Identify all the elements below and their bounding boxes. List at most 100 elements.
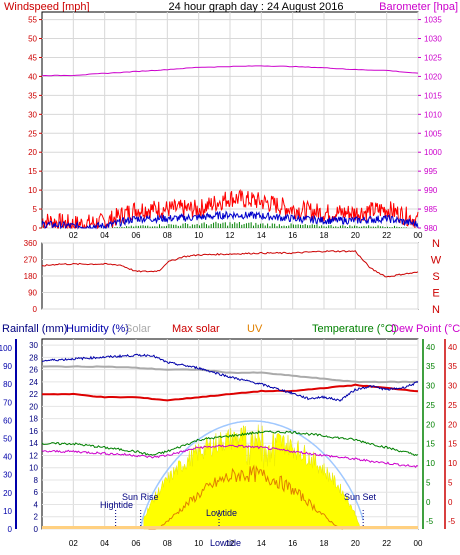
y-left-tick-label: 55 bbox=[28, 16, 37, 25]
humidity-tick-label: 80 bbox=[3, 380, 12, 389]
rain-tick-label: 16 bbox=[29, 427, 38, 436]
uv-label: UV bbox=[247, 323, 263, 335]
compass-label: N bbox=[432, 304, 440, 316]
y-left-tick-label: 0 bbox=[33, 224, 38, 233]
x-tick-label: 00 bbox=[414, 231, 423, 240]
barometer-label: Barometer [hpa] bbox=[379, 1, 458, 13]
y-left-tick-label: 25 bbox=[28, 129, 37, 138]
dewpoint-tick-label: 0 bbox=[448, 498, 453, 507]
lowtide-axis-annotation: Lowtide bbox=[210, 538, 241, 548]
y-right-tick-label: 995 bbox=[424, 167, 438, 176]
rain-tick-label: 14 bbox=[29, 439, 38, 448]
dewpoint-line bbox=[41, 444, 419, 468]
rain-tick-label: 30 bbox=[29, 341, 38, 350]
y-left-tick-label: 20 bbox=[28, 148, 37, 157]
y-left-tick-label: 45 bbox=[28, 53, 37, 62]
direction-tick-label: 180 bbox=[24, 272, 38, 281]
y-left-tick-label: 40 bbox=[28, 72, 37, 81]
rain-tick-label: 28 bbox=[29, 353, 38, 362]
humidity-tick-label: 100 bbox=[0, 344, 13, 353]
rain-tick-label: 20 bbox=[29, 402, 38, 411]
dewpoint-tick-label: 25 bbox=[448, 401, 457, 410]
y-right-tick-label: 1005 bbox=[424, 129, 442, 138]
rain-tick-label: 4 bbox=[34, 500, 39, 509]
sunrise-annotation: Sun Rise bbox=[122, 492, 159, 502]
y-right-tick-label: 1030 bbox=[424, 35, 442, 44]
rain-tick-label: 10 bbox=[29, 464, 38, 473]
x-tick-label: 08 bbox=[163, 231, 172, 240]
temperature-tick-label: 40 bbox=[426, 343, 435, 352]
rainfall-label: Rainfall (mm) bbox=[2, 323, 67, 335]
x-tick-label: 18 bbox=[320, 231, 329, 240]
rain-tick-label: 0 bbox=[34, 525, 39, 534]
dewpoint-tick-label: 20 bbox=[448, 420, 457, 429]
hightide-annotation: Hightide bbox=[100, 500, 133, 510]
x-tick-label: 14 bbox=[257, 539, 266, 548]
dewpoint-tick-label: 35 bbox=[448, 362, 457, 371]
humidity-tick-label: 60 bbox=[3, 416, 12, 425]
humidity-tick-label: 30 bbox=[3, 471, 12, 480]
x-tick-label: 16 bbox=[288, 231, 297, 240]
x-tick-label: 22 bbox=[382, 231, 391, 240]
compass-label: W bbox=[431, 255, 442, 267]
humidity-tick-label: 50 bbox=[3, 435, 12, 444]
y-right-tick-label: 1020 bbox=[424, 72, 442, 81]
humidity-label: Humidity (%) bbox=[66, 323, 129, 335]
humidity-tick-label: 10 bbox=[3, 507, 12, 516]
max-solar-line bbox=[139, 420, 364, 530]
y-left-tick-label: 10 bbox=[28, 186, 37, 195]
y-right-tick-label: 985 bbox=[424, 205, 438, 214]
y-left-tick-label: 30 bbox=[28, 110, 37, 119]
temperature-tick-label: 10 bbox=[426, 459, 435, 468]
compass-label: E bbox=[432, 288, 439, 300]
y-right-tick-label: 990 bbox=[424, 186, 438, 195]
rain-tick-label: 18 bbox=[29, 415, 38, 424]
uv-line bbox=[148, 464, 343, 530]
rain-tick-label: 26 bbox=[29, 366, 38, 375]
rain-tick-label: 12 bbox=[29, 451, 38, 460]
dewpoint-tick-label: 40 bbox=[448, 343, 457, 352]
x-tick-label: 10 bbox=[194, 231, 203, 240]
temperature-tick-label: 5 bbox=[426, 478, 431, 487]
direction-tick-label: 90 bbox=[28, 289, 37, 298]
humidity-tick-label: 40 bbox=[3, 453, 12, 462]
temperature-tick-label: 0 bbox=[426, 498, 431, 507]
y-left-tick-label: 50 bbox=[28, 35, 37, 44]
y-left-tick-label: 15 bbox=[28, 167, 37, 176]
sunset-annotation: Sun Set bbox=[344, 492, 377, 502]
x-tick-label: 04 bbox=[100, 539, 109, 548]
x-tick-label: 00 bbox=[414, 539, 423, 548]
x-tick-label: 12 bbox=[226, 539, 235, 548]
windspeed-label: Windspeed [mph] bbox=[4, 1, 90, 13]
temperature-label: Temperature (°C) bbox=[312, 323, 396, 335]
temperature-tick-label: 25 bbox=[426, 401, 435, 410]
x-tick-label: 14 bbox=[257, 231, 266, 240]
rain-tick-label: 24 bbox=[29, 378, 38, 387]
grey-line bbox=[42, 365, 419, 384]
direction-line bbox=[41, 250, 419, 278]
y-left-tick-label: 5 bbox=[33, 205, 38, 214]
chart-title: 24 hour graph day : 24 August 2016 bbox=[169, 1, 344, 13]
rain-bar bbox=[42, 526, 418, 529]
rain-tick-label: 8 bbox=[34, 476, 39, 485]
red-rain-line bbox=[41, 383, 419, 402]
y-right-tick-label: 1035 bbox=[424, 16, 442, 25]
direction-tick-label: 0 bbox=[33, 305, 38, 314]
temperature-tick-label: 30 bbox=[426, 382, 435, 391]
x-tick-label: 20 bbox=[351, 539, 360, 548]
x-tick-label: 06 bbox=[132, 539, 141, 548]
y-right-tick-label: 1010 bbox=[424, 110, 442, 119]
x-tick-label: 08 bbox=[163, 539, 172, 548]
x-tick-label: 22 bbox=[382, 539, 391, 548]
x-tick-label: 12 bbox=[226, 231, 235, 240]
x-tick-label: 18 bbox=[320, 539, 329, 548]
lowtide-annotation: Lowtide bbox=[206, 508, 237, 518]
y-right-tick-label: 1000 bbox=[424, 148, 442, 157]
barometer-line bbox=[41, 65, 419, 77]
windspeed-line bbox=[41, 189, 419, 230]
compass-label: S bbox=[432, 271, 439, 283]
temperature-tick-label: 20 bbox=[426, 420, 435, 429]
x-tick-label: 04 bbox=[100, 231, 109, 240]
x-tick-label: 16 bbox=[288, 539, 297, 548]
